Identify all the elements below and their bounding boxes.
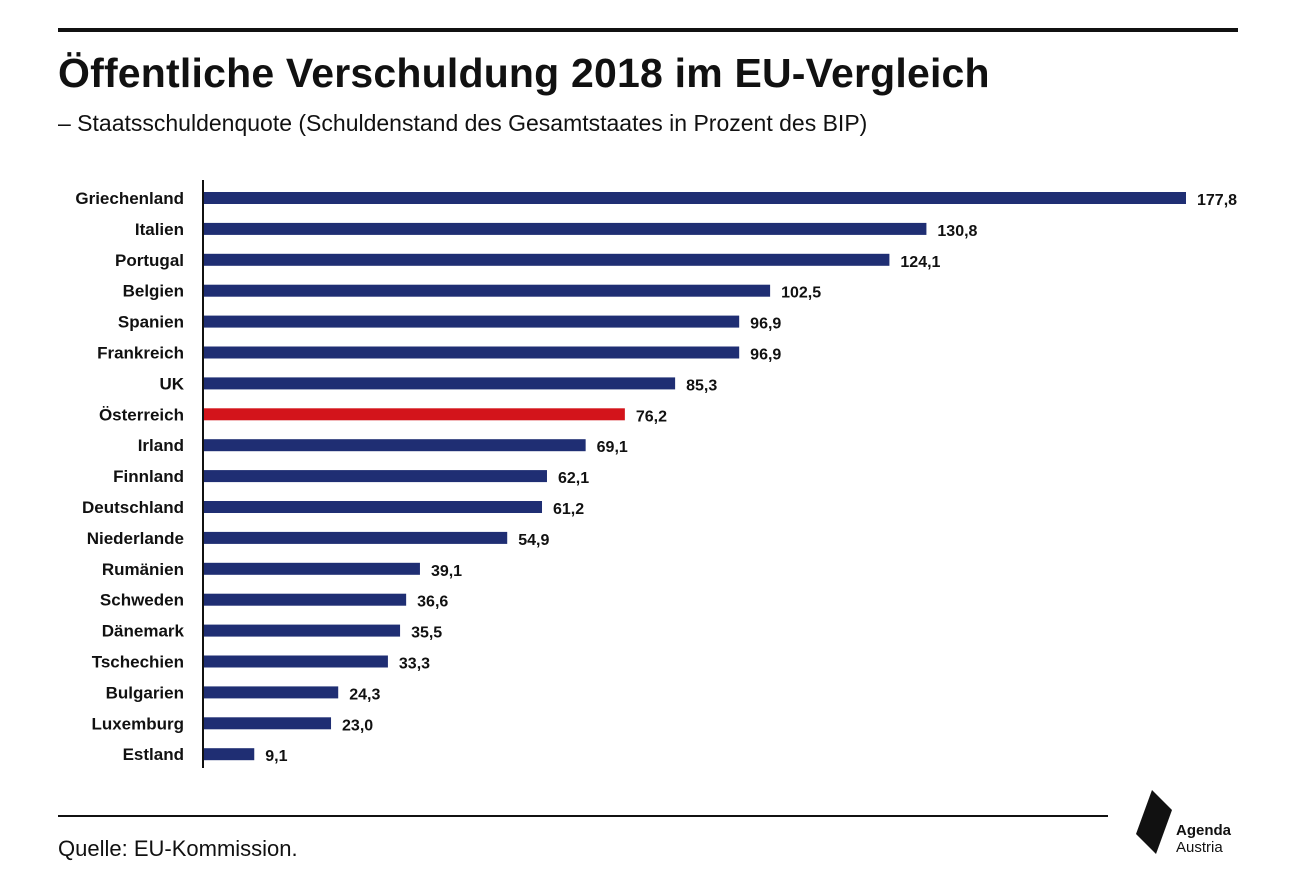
chart-title: Öffentliche Verschuldung 2018 im EU-Verg…: [58, 50, 990, 96]
category-label: Italien: [135, 220, 184, 239]
top-rule: [58, 28, 1238, 32]
value-label: 39,1: [431, 563, 462, 580]
source-note: Quelle: EU-Kommission.: [58, 836, 298, 861]
category-label: Tschechien: [92, 653, 184, 672]
value-label: 69,1: [597, 439, 628, 456]
bar: [204, 315, 740, 328]
bar: [204, 717, 332, 730]
value-label: 85,3: [686, 377, 717, 394]
value-label: 24,3: [349, 686, 380, 703]
logo-text: Agenda Austria: [1176, 822, 1231, 856]
bar: [204, 439, 586, 452]
bar: [204, 192, 1186, 204]
value-label: 177,8: [1197, 192, 1237, 209]
value-label: 61,2: [553, 501, 584, 518]
value-label: 102,5: [781, 285, 821, 302]
category-label: Spanien: [118, 313, 184, 332]
bar: [204, 562, 420, 575]
category-label: Belgien: [123, 282, 184, 301]
chart-subtitle: – Staatsschuldenquote (Schuldenstand des…: [58, 110, 868, 136]
value-label: 35,5: [411, 625, 442, 642]
category-label: Irland: [138, 436, 184, 455]
category-label: UK: [159, 374, 184, 393]
category-label: Frankreich: [97, 344, 184, 363]
bar: [204, 284, 771, 297]
bar: [204, 748, 255, 761]
value-label: 124,1: [900, 254, 940, 271]
value-label: 96,9: [750, 347, 781, 364]
bar: [204, 253, 890, 266]
category-label: Finnland: [113, 467, 184, 486]
value-label: 54,9: [518, 532, 549, 549]
bar: [204, 593, 407, 606]
value-label: 33,3: [399, 656, 430, 673]
category-label: Schweden: [100, 591, 184, 610]
logo-sub: Austria: [1176, 839, 1223, 856]
category-label: Griechenland: [75, 189, 184, 208]
category-label: Rumänien: [102, 560, 184, 579]
category-label: Portugal: [115, 251, 184, 270]
category-label: Luxemburg: [91, 714, 184, 733]
bar: [204, 222, 927, 235]
value-label: 96,9: [750, 316, 781, 333]
value-label: 76,2: [636, 408, 667, 425]
bar: [204, 531, 508, 544]
bar: [204, 624, 401, 637]
bar: [204, 470, 547, 483]
category-label: Österreich: [99, 405, 184, 424]
value-label: 36,6: [417, 594, 448, 611]
category-label: Deutschland: [82, 498, 184, 517]
value-label: 62,1: [558, 470, 589, 487]
bottom-rule: [58, 815, 1108, 817]
category-label: Dänemark: [102, 622, 185, 641]
logo-brand: Agenda: [1176, 822, 1232, 839]
value-label: 130,8: [937, 223, 977, 240]
bar: [204, 377, 676, 390]
bar: [204, 501, 543, 513]
value-label: 23,0: [342, 717, 373, 734]
bar: [204, 346, 740, 359]
category-label: Niederlande: [87, 529, 184, 548]
value-label: 9,1: [265, 748, 287, 765]
bar-chart: Griechenland 177,8 Italien 130,8 Portugal 124…: [75, 180, 1237, 768]
bar: [204, 686, 339, 699]
bar-highlight: [204, 408, 625, 421]
category-label: Bulgarien: [106, 683, 184, 702]
agenda-austria-logo-icon: [1136, 790, 1172, 854]
category-label: Estland: [123, 745, 184, 764]
bar: [204, 655, 388, 668]
